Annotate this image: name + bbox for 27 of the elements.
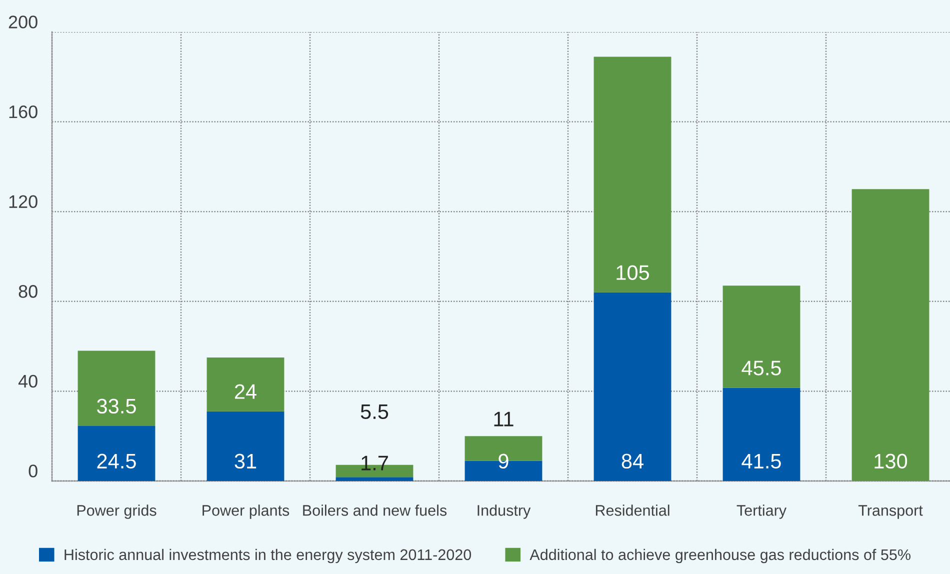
y-tick-label: 120 [9, 195, 38, 208]
y-tick-label: 0 [28, 464, 38, 478]
data-label: 41.5 [742, 454, 781, 469]
y-tick-label: 40 [18, 374, 38, 388]
data-label: 11 [494, 412, 514, 426]
x-tick-label: Boilers and new fuels [303, 504, 447, 516]
y-tick-label: 160 [9, 105, 38, 118]
data-label: 130 [874, 454, 908, 469]
legend-label: Historic annual investments in the energy system 2011-2020 [64, 548, 472, 564]
data-label: 105 [616, 265, 650, 280]
x-tick-label: Industry [478, 504, 531, 519]
data-label: 5.5 [360, 404, 388, 420]
x-tick-label: Residential [596, 504, 670, 516]
x-tick-label: Transport [858, 505, 923, 519]
data-label: 24.5 [97, 454, 136, 469]
x-tick-label: Tertiary [736, 504, 787, 519]
data-label: 31 [234, 454, 256, 469]
data-label: 33.5 [97, 398, 136, 414]
legend-label: Additional to achieve greenhouse gas reductions of 55% [530, 548, 910, 564]
y-tick-label: 200 [8, 16, 38, 28]
x-tick-label: Power plants [202, 504, 290, 519]
data-label: 24 [234, 384, 256, 399]
y-tick-label: 80 [18, 285, 38, 298]
data-label: 9 [498, 454, 508, 469]
x-tick-label: Power grids [77, 504, 156, 519]
data-label: 45.5 [742, 360, 781, 376]
data-label: 84 [622, 454, 644, 469]
